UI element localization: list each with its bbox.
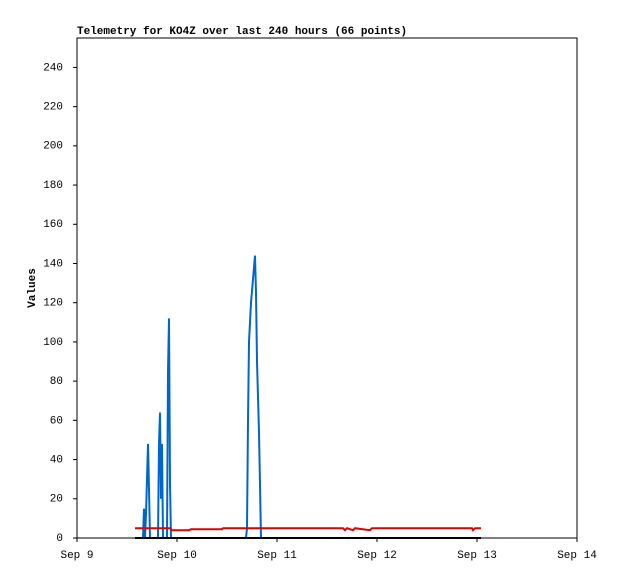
x-tick-label: Sep 11 xyxy=(257,550,297,562)
x-tick-label: Sep 13 xyxy=(457,550,497,562)
y-tick-label: 60 xyxy=(50,415,63,427)
x-tick-label: Sep 12 xyxy=(357,550,397,562)
plot-frame xyxy=(76,37,578,539)
x-tick-label: Sep 14 xyxy=(557,550,597,562)
y-tick-label: 140 xyxy=(43,258,63,270)
y-tick-label: 200 xyxy=(43,141,63,153)
y-tick-label: 80 xyxy=(50,376,63,388)
y-tick-label: 0 xyxy=(56,533,63,545)
y-tick-label: 220 xyxy=(43,102,63,114)
y-tick-label: 20 xyxy=(50,494,63,506)
series-line xyxy=(142,255,262,539)
y-tick-label: 40 xyxy=(50,454,63,466)
x-tick-label: Sep 9 xyxy=(60,550,93,562)
y-tick-label: 100 xyxy=(43,337,63,349)
x-tick-label: Sep 10 xyxy=(157,550,197,562)
y-tick-label: 240 xyxy=(43,62,63,74)
y-tick-label: 120 xyxy=(43,298,63,310)
y-tick-label: 180 xyxy=(43,180,63,192)
series-line xyxy=(135,527,481,532)
y-tick-label: 160 xyxy=(43,219,63,231)
y-axis-label: Values xyxy=(27,268,39,308)
chart-title: Telemetry for KO4Z over last 240 hours (… xyxy=(77,26,407,38)
